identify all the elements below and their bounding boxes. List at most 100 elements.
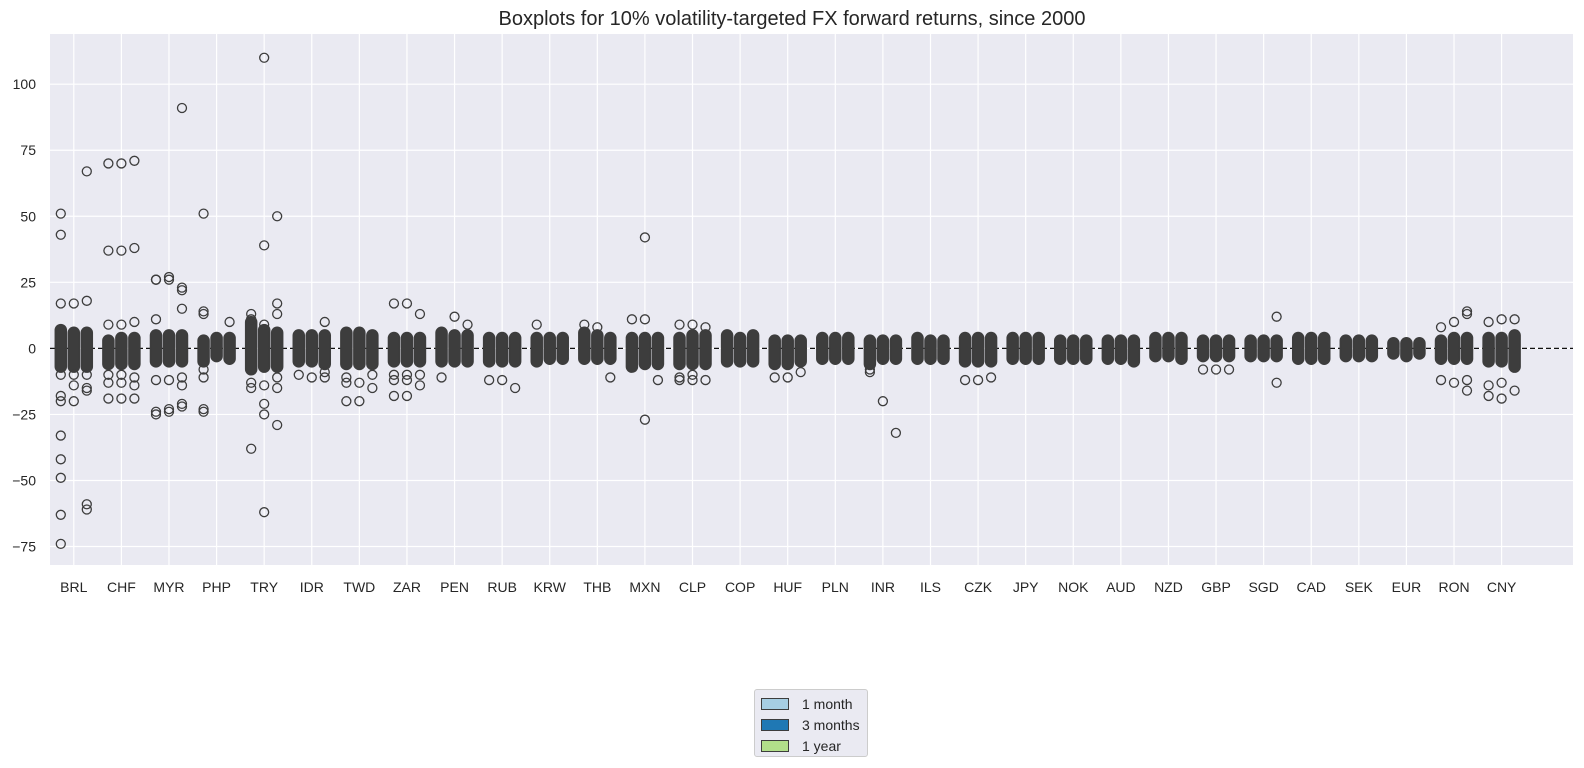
outlier-point [55,369,66,380]
box-ILS-3-months [924,334,937,365]
outlier-point [259,52,270,63]
outlier-point [150,314,162,325]
box-SEK-1-month [1339,334,1353,363]
box-NZD-1-month [1149,331,1162,363]
outlier-point [176,102,188,114]
box-NOK-1-year [1080,334,1093,365]
outlier-point [483,374,495,386]
outlier-point [1496,314,1507,325]
outlier-point [959,374,971,386]
box-SEK-1-year [1365,334,1379,363]
box-TRY-3-months [257,323,271,373]
outlier-point [198,306,209,317]
outlier-point [272,211,283,222]
box-MYR-1-month [149,329,163,368]
outlier-point [116,393,127,404]
box-BRL-1-year [80,326,94,373]
box-AUD-1-year [1127,334,1141,368]
box-ILS-1-month [911,331,924,365]
outlier-point [674,319,685,330]
box-CZK-3-months [971,331,985,368]
box-RUB-1-year [508,331,522,368]
x-tick-label: CLP [679,579,706,595]
outlier-point [1271,311,1282,322]
box-RUB-3-months [495,331,509,368]
outlier-point [103,158,114,169]
box-COP-3-months [733,331,747,368]
box-HUF-1-month [768,334,781,371]
outlier-point [81,499,92,510]
outlier-point [176,285,188,296]
outlier-point [272,419,283,431]
outlier-point [116,158,127,169]
outlier-point [401,298,413,309]
outlier-point [81,382,92,394]
x-tick-label: NZD [1154,579,1183,595]
outlier-point [103,393,114,404]
outlier-point [388,369,400,380]
box-RUB-1-month [482,331,496,368]
outlier-point [129,393,140,404]
outlier-point [1448,377,1460,388]
outlier-point [388,390,400,402]
box-JPY-3-months [1019,331,1032,365]
box-TWD-3-months [353,326,366,371]
box-MXN-3-months [638,331,652,371]
outlier-point [259,380,270,391]
outlier-point [103,245,114,256]
outlier-point [55,229,66,240]
outlier-point [341,377,352,388]
box-PLN-3-months [829,331,842,365]
outlier-point [68,396,79,407]
outlier-point [639,414,651,425]
x-tick-label: BRL [60,579,87,595]
outlier-point [129,155,140,166]
box-KRW-3-months [543,331,556,365]
outlier-point [55,454,66,465]
box-GBP-1-month [1196,334,1210,363]
x-tick-label: TRY [250,579,278,595]
box-PHP-3-months [210,331,223,363]
outlier-point [55,390,66,402]
outlier-point [246,314,257,325]
outlier-point [163,271,175,283]
y-tick-label: 25 [20,274,36,290]
outlier-point [795,366,806,378]
outlier-point [259,240,270,251]
outlier-point [1496,393,1507,404]
outlier-point [877,396,889,407]
box-PEN-1-month [435,326,448,368]
outlier-point [1496,377,1507,388]
box-CAD-3-months [1304,331,1318,365]
x-tick-label: PHP [202,579,231,595]
outlier-point [687,374,698,386]
x-tick-label: INR [871,579,895,595]
legend-label: 3 months [802,716,860,733]
x-tick-label: JPY [1013,579,1039,595]
box-MXN-1-month [625,331,639,373]
outlier-point [150,409,162,420]
outlier-point [176,303,188,314]
box-SGD-1-month [1244,334,1257,363]
outlier-point [68,298,79,309]
outlier-point [198,208,209,219]
legend: 1 month 3 months 1 year [754,689,868,757]
y-tick-label: 75 [20,142,36,158]
x-tick-label: CNY [1487,579,1517,595]
boxes [54,315,1521,376]
outlier-point [81,385,92,396]
outlier-point [367,369,378,380]
box-INR-1-month [863,334,877,371]
outlier-point [81,295,92,306]
outlier-point [129,372,140,383]
y-tick-label: 50 [20,208,36,224]
box-CNY-1-year [1508,329,1521,373]
x-tick-label: EUR [1392,579,1422,595]
legend-swatch-1-month [761,697,789,710]
x-axis: BRL CHF MYR PHP TRY IDR TWD ZAR PEN RUB KRW THB MXN C… [60,579,1517,595]
box-CZK-1-month [958,331,972,368]
x-tick-label: COP [725,579,755,595]
outlier-point [163,403,175,415]
outlier-point [1483,390,1494,402]
